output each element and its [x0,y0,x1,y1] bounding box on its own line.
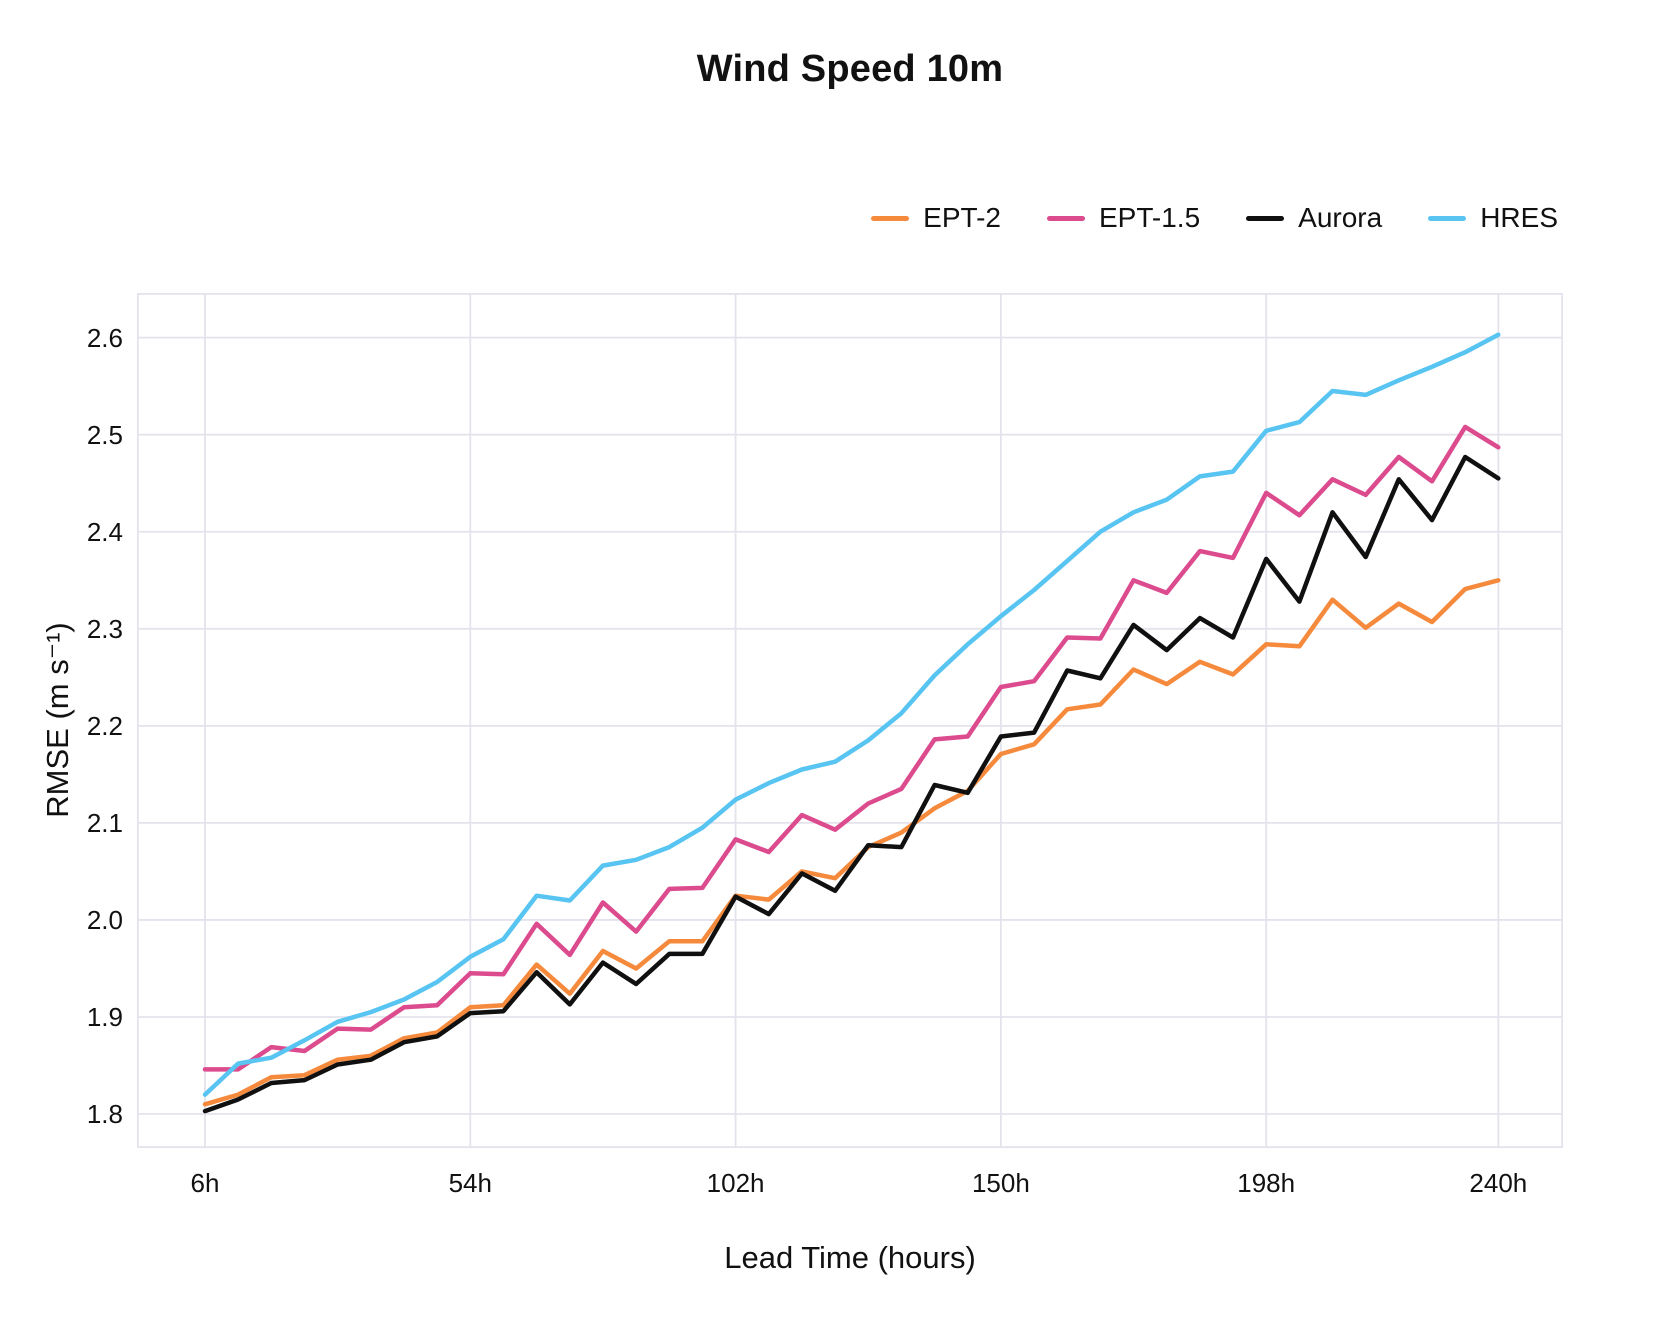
y-tick-label: 2.6 [86,322,123,353]
series-line-aurora [202,454,1501,1114]
legend-item-ept-1-5[interactable]: EPT-1.5 [1046,202,1201,234]
y-tick-label: 2.5 [86,419,123,450]
plot-area [137,293,1563,1148]
y-tick-label: 1.8 [86,1099,123,1130]
y-tick-label: 2.3 [86,613,123,644]
y-tick-label: 2.4 [86,516,123,547]
legend-swatch-ept-2 [871,215,910,221]
legend: EPT-2 EPT-1.5 Aurora HRES [871,202,1558,234]
legend-item-aurora[interactable]: Aurora [1246,202,1382,234]
legend-swatch-aurora [1246,215,1285,221]
x-tick-label: 6h [190,1168,220,1198]
legend-swatch-ept-1-5 [1046,215,1085,221]
y-tick-label: 1.9 [86,1001,123,1032]
series-line-ept-2 [202,578,1501,1107]
y-tick-label: 2.2 [86,710,123,741]
legend-swatch-hres [1428,215,1467,221]
legend-label: EPT-2 [923,202,1001,233]
y-tick-label: 2.0 [86,904,123,935]
legend-item-hres[interactable]: HRES [1428,202,1558,234]
y-axis-title: RMSE (m s⁻¹) [40,622,75,818]
legend-label: HRES [1480,202,1558,233]
x-tick-label: 102h [706,1168,765,1198]
y-tick-label: 2.1 [86,807,123,838]
x-tick-label: 198h [1237,1168,1296,1198]
x-tick-label: 240h [1469,1168,1528,1198]
plot-canvas [137,293,1563,1148]
x-axis-title: Lead Time (hours) [724,1240,976,1275]
series-line-ept-1-5 [202,424,1501,1072]
plot-border [137,293,1563,1148]
legend-item-ept-2[interactable]: EPT-2 [871,202,1001,234]
x-tick-label: 54h [448,1168,492,1198]
x-tick-label: 150h [971,1168,1030,1198]
series-line-hres [202,332,1501,1097]
legend-label: EPT-1.5 [1098,202,1201,233]
chart-title: Wind Speed 10m [696,48,1004,90]
legend-label: Aurora [1298,202,1383,233]
